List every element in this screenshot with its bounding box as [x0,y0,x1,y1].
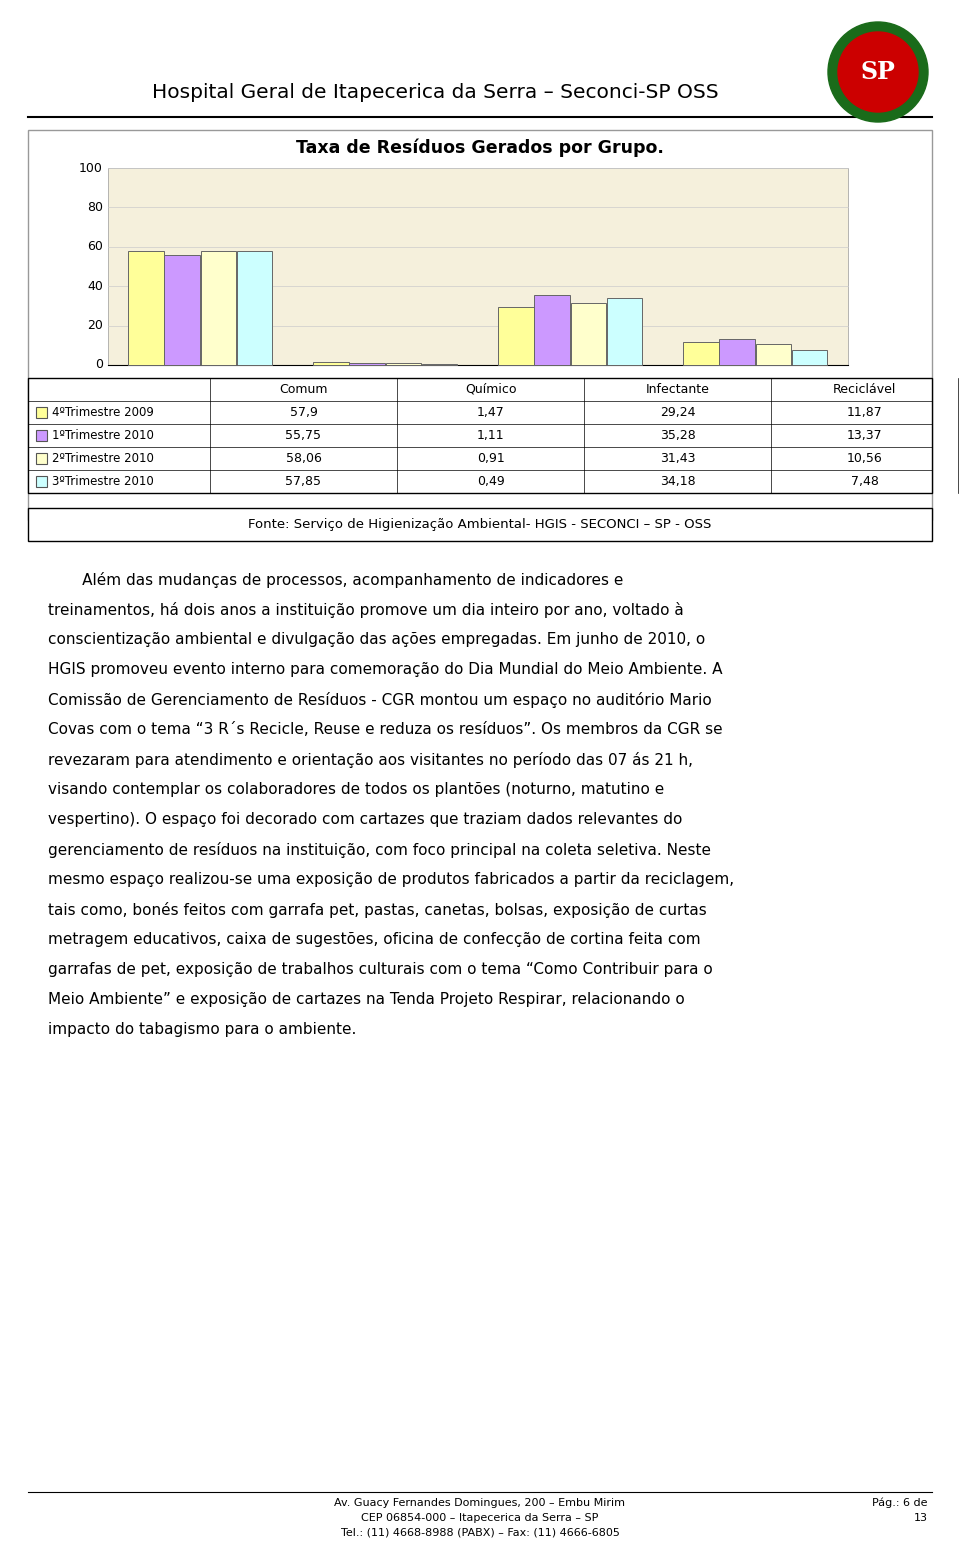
Text: Fonte: Serviço de Higienização Ambiental- HGIS - SECONCI – SP - OSS: Fonte: Serviço de Higienização Ambiental… [249,519,711,531]
Text: Infectante: Infectante [539,378,603,392]
Text: Além das mudanças de processos, acompanhamento de indicadores e: Além das mudanças de processos, acompanh… [48,573,623,588]
Text: HGIS promoveu evento interno para comemoração do Dia Mundial do Meio Ambiente. A: HGIS promoveu evento interno para comemo… [48,663,723,676]
Text: treinamentos, há dois anos a instituição promove um dia inteiro por ano, voltado: treinamentos, há dois anos a instituição… [48,602,684,618]
Text: Reciclável: Reciclável [833,382,897,396]
Bar [129,251,163,365]
Bar [498,308,534,365]
Circle shape [828,22,928,122]
Text: 0,91: 0,91 [476,452,504,464]
Text: 80: 80 [87,201,103,214]
Text: 29,24: 29,24 [660,406,695,420]
Bar [28,508,932,540]
Text: 1,11: 1,11 [477,429,504,443]
Text: Comissão de Gerenciamento de Resíduos - CGR montou um espaço no auditório Mario: Comissão de Gerenciamento de Resíduos - … [48,692,711,707]
Text: tais como, bonés feitos com garrafa pet, pastas, canetas, bolsas, exposição de c: tais como, bonés feitos com garrafa pet,… [48,902,707,918]
Text: 35,28: 35,28 [660,429,695,443]
Bar [570,303,606,365]
Text: 2ºTrimestre 2010: 2ºTrimestre 2010 [52,452,154,464]
Text: Hospital Geral de Itapecerica da Serra – Seconci-SP OSS: Hospital Geral de Itapecerica da Serra –… [152,84,718,102]
Text: Taxa de Resíduos Gerados por Grupo.: Taxa de Resíduos Gerados por Grupo. [296,139,664,158]
Bar [386,364,420,365]
Text: 1ºTrimestre 2010: 1ºTrimestre 2010 [52,429,154,443]
Text: Químico: Químico [465,382,516,396]
Text: 1,47: 1,47 [476,406,504,420]
Bar [684,342,719,365]
Bar [108,169,848,365]
Text: 11,87: 11,87 [847,406,882,420]
Text: 100: 100 [79,161,103,175]
Bar [36,407,47,418]
Bar [535,296,569,365]
Bar [719,339,755,365]
Text: 40: 40 [87,280,103,293]
Circle shape [838,33,918,111]
Text: mesmo espaço realizou-se uma exposição de produtos fabricados a partir da recicl: mesmo espaço realizou-se uma exposição d… [48,872,734,887]
Text: 55,75: 55,75 [285,429,322,443]
Text: 31,43: 31,43 [660,452,695,464]
Text: 7,48: 7,48 [851,475,878,488]
Text: metragem educativos, caixa de sugestões, oficina de confecção de cortina feita c: metragem educativos, caixa de sugestões,… [48,932,701,947]
Bar [36,430,47,441]
Text: Covas com o tema “3 R´s Recicle, Reuse e reduza os resíduos”. Os membros da CGR : Covas com o tema “3 R´s Recicle, Reuse e… [48,721,723,737]
Text: 0,49: 0,49 [476,475,504,488]
Text: Pág.: 6 de
13: Pág.: 6 de 13 [873,1498,928,1523]
Bar [201,251,236,365]
Text: Comum: Comum [279,382,327,396]
Bar [313,362,348,365]
Bar [36,475,47,488]
Text: 60: 60 [87,240,103,254]
Bar [607,297,642,365]
Text: visando contemplar os colaboradores de todos os plantões (noturno, matutino e: visando contemplar os colaboradores de t… [48,782,664,797]
Text: revezaram para atendimento e orientação aos visitantes no período das 07 ás 21 h: revezaram para atendimento e orientação … [48,752,693,768]
Text: 0: 0 [95,359,103,372]
Text: vespertino). O espaço foi decorado com cartazes que traziam dados relevantes do: vespertino). O espaço foi decorado com c… [48,813,683,827]
Bar [164,255,200,365]
Text: Químico: Químico [360,378,411,392]
Text: Comum: Comum [177,378,225,392]
Text: 57,9: 57,9 [290,406,318,420]
Text: 3ºTrimestre 2010: 3ºTrimestre 2010 [52,475,154,488]
Bar [792,350,827,365]
Text: Meio Ambiente” e exposição de cartazes na Tenda Projeto Respirar, relacionando o: Meio Ambiente” e exposição de cartazes n… [48,992,684,1008]
Bar [28,378,932,492]
Text: garrafas de pet, exposição de trabalhos culturais com o tema “Como Contribuir pa: garrafas de pet, exposição de trabalhos … [48,961,712,977]
Text: 58,06: 58,06 [285,452,322,464]
Text: 13,37: 13,37 [847,429,882,443]
Bar [349,362,385,365]
Text: conscientização ambiental e divulgação das ações empregadas. Em junho de 2010, o: conscientização ambiental e divulgação d… [48,632,706,647]
Bar [36,454,47,464]
Bar [756,344,791,365]
Text: Reciclável: Reciclável [724,378,787,392]
Text: 20: 20 [87,319,103,333]
Text: Infectante: Infectante [645,382,709,396]
Text: Av. Guacy Fernandes Domingues, 200 – Embu Mirim
CEP 06854-000 – Itapecerica da S: Av. Guacy Fernandes Domingues, 200 – Emb… [334,1498,626,1537]
Text: 10,56: 10,56 [847,452,882,464]
Text: SP: SP [860,60,896,84]
Text: impacto do tabagismo para o ambiente.: impacto do tabagismo para o ambiente. [48,1022,356,1037]
Text: 4ºTrimestre 2009: 4ºTrimestre 2009 [52,406,154,420]
Text: 57,85: 57,85 [285,475,322,488]
Text: gerenciamento de resíduos na instituição, com foco principal na coleta seletiva.: gerenciamento de resíduos na instituição… [48,842,711,858]
Text: 34,18: 34,18 [660,475,695,488]
Bar [236,251,272,365]
Bar [28,130,932,520]
